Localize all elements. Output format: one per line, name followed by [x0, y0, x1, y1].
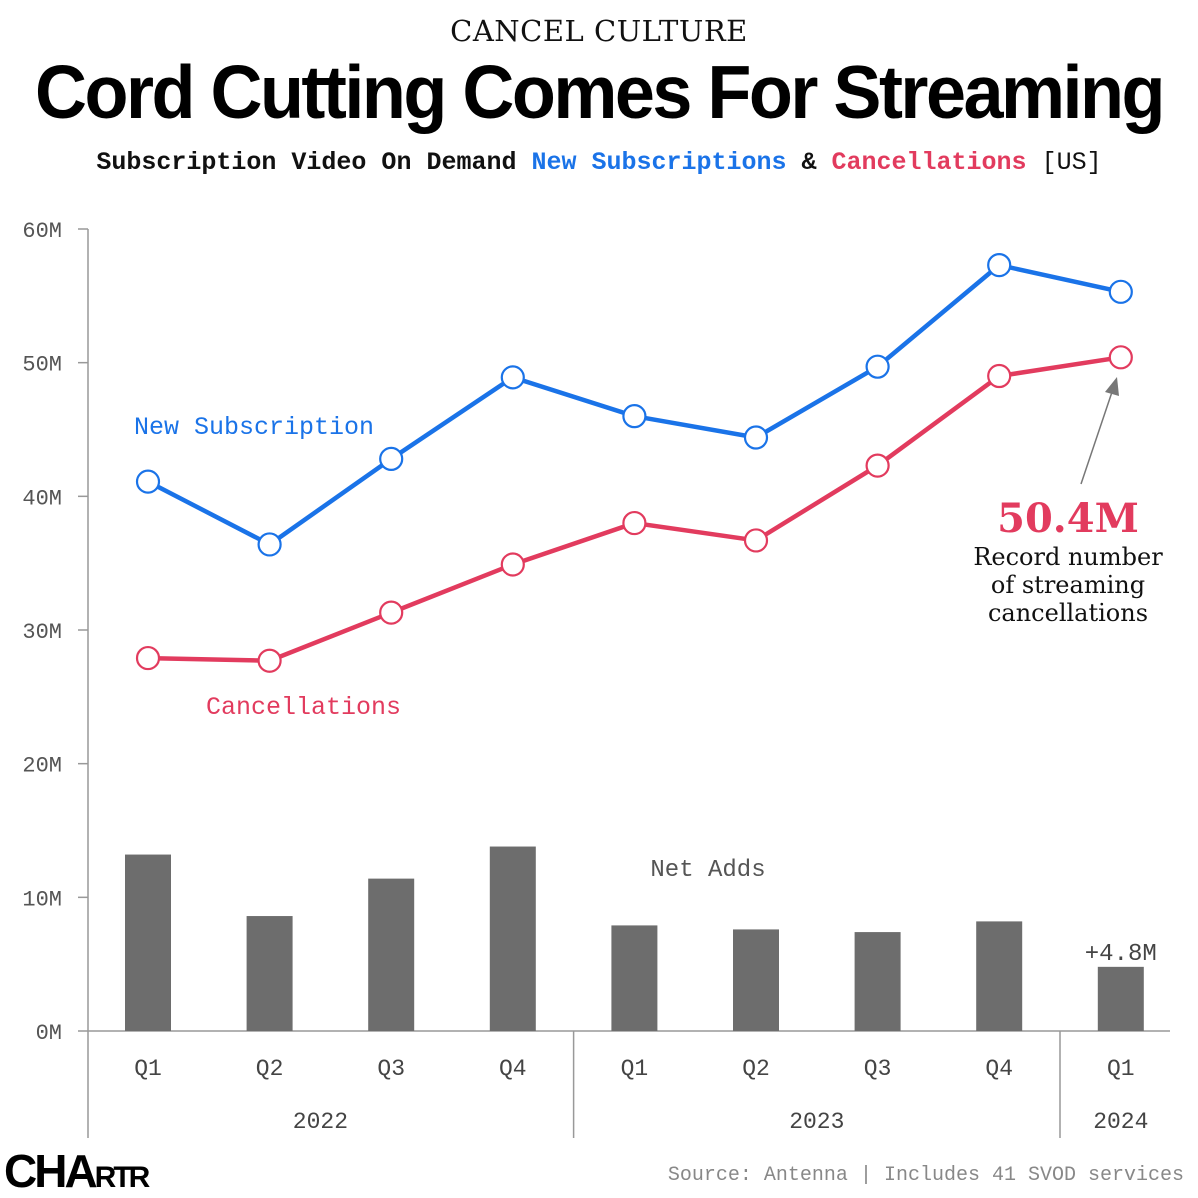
- subtitle-cancel: Cancellations: [831, 148, 1027, 177]
- new-subscriptions-point: [1108, 279, 1133, 304]
- cancellations-line: [147, 355, 1122, 664]
- y-tick-label: 30M: [22, 620, 62, 645]
- cancellations-point: [500, 552, 525, 577]
- net-adds-bar: [368, 878, 415, 1031]
- net-adds-label: Net Adds: [650, 857, 765, 884]
- y-tick-label: 20M: [22, 754, 62, 779]
- net-adds-bar: [489, 846, 536, 1031]
- subtitle-amp: &: [786, 148, 832, 177]
- net-adds-bar: [125, 854, 171, 1031]
- new-subscription-label: New Subscription: [134, 413, 374, 442]
- year-label: 2022: [293, 1109, 348, 1135]
- source-note: Source: Antenna | Includes 41 SVOD servi…: [667, 1164, 1184, 1187]
- y-tick-label: 0M: [36, 1021, 62, 1046]
- net-adds-bar: [854, 932, 901, 1031]
- x-tick-label: Q1: [1107, 1056, 1135, 1082]
- cancellations-point: [135, 645, 161, 671]
- new-subscriptions-point: [135, 469, 161, 494]
- subtitle-suffix: [US]: [1026, 148, 1102, 177]
- new-subscriptions-point: [500, 365, 525, 390]
- chart-subtitle: Subscription Video On Demand New Subscri…: [0, 148, 1198, 177]
- subtitle-new: New Subscriptions: [531, 148, 787, 177]
- new-subscriptions-point: [379, 446, 404, 472]
- x-tick-label: Q1: [621, 1056, 649, 1082]
- x-tick-label: Q4: [985, 1056, 1013, 1082]
- y-tick-label: 60M: [22, 219, 62, 244]
- y-tick-label: 50M: [22, 353, 62, 378]
- bar-value-label: +4.8M: [1085, 941, 1157, 968]
- x-tick-label: Q3: [864, 1056, 892, 1082]
- x-tick-label: Q1: [134, 1056, 162, 1082]
- net-adds-bar: [246, 916, 293, 1031]
- net-adds-bar: [1097, 966, 1144, 1031]
- new-subscriptions-point: [865, 354, 890, 379]
- net-adds-bar: [611, 925, 658, 1031]
- annotation-arrow-head: [1105, 377, 1119, 396]
- net-adds-bar: [733, 929, 779, 1031]
- year-label: 2024: [1093, 1109, 1148, 1135]
- chartr-logo: CHARTR: [4, 1145, 150, 1197]
- cancellations-label: Cancellations: [206, 693, 401, 722]
- net-adds-bar: [976, 921, 1023, 1031]
- cancellations-point: [379, 600, 404, 625]
- cancellations-point: [257, 648, 282, 673]
- year-label: 2023: [789, 1109, 844, 1135]
- x-tick-label: Q2: [256, 1056, 284, 1082]
- annotation-arrow-line: [1080, 391, 1113, 485]
- y-tick-label: 40M: [22, 486, 62, 511]
- new-subscriptions-point: [743, 425, 769, 450]
- x-tick-label: Q4: [499, 1056, 527, 1082]
- subtitle-prefix: Subscription Video On Demand: [96, 148, 532, 177]
- y-tick-label: 10M: [22, 887, 62, 912]
- x-tick-label: Q2: [742, 1056, 770, 1082]
- chart-title: Cord Cutting Comes For Streaming: [34, 51, 1166, 135]
- new-subscriptions-point: [257, 532, 282, 557]
- kicker: CANCEL CULTURE: [450, 14, 748, 48]
- cancellations-point: [743, 528, 769, 553]
- cancellations-point: [622, 510, 647, 536]
- record-text: Record number: [973, 543, 1163, 571]
- cancellations-point: [1108, 345, 1133, 370]
- new-subscriptions-point: [622, 404, 647, 429]
- record-value: 50.4M: [997, 495, 1139, 542]
- x-tick-label: Q3: [377, 1056, 405, 1082]
- record-text: cancellations: [988, 599, 1148, 627]
- cancellations-point: [987, 363, 1012, 389]
- cancellations-point: [865, 453, 890, 478]
- record-text: of streaming: [991, 571, 1145, 599]
- new-subscriptions-point: [987, 252, 1012, 278]
